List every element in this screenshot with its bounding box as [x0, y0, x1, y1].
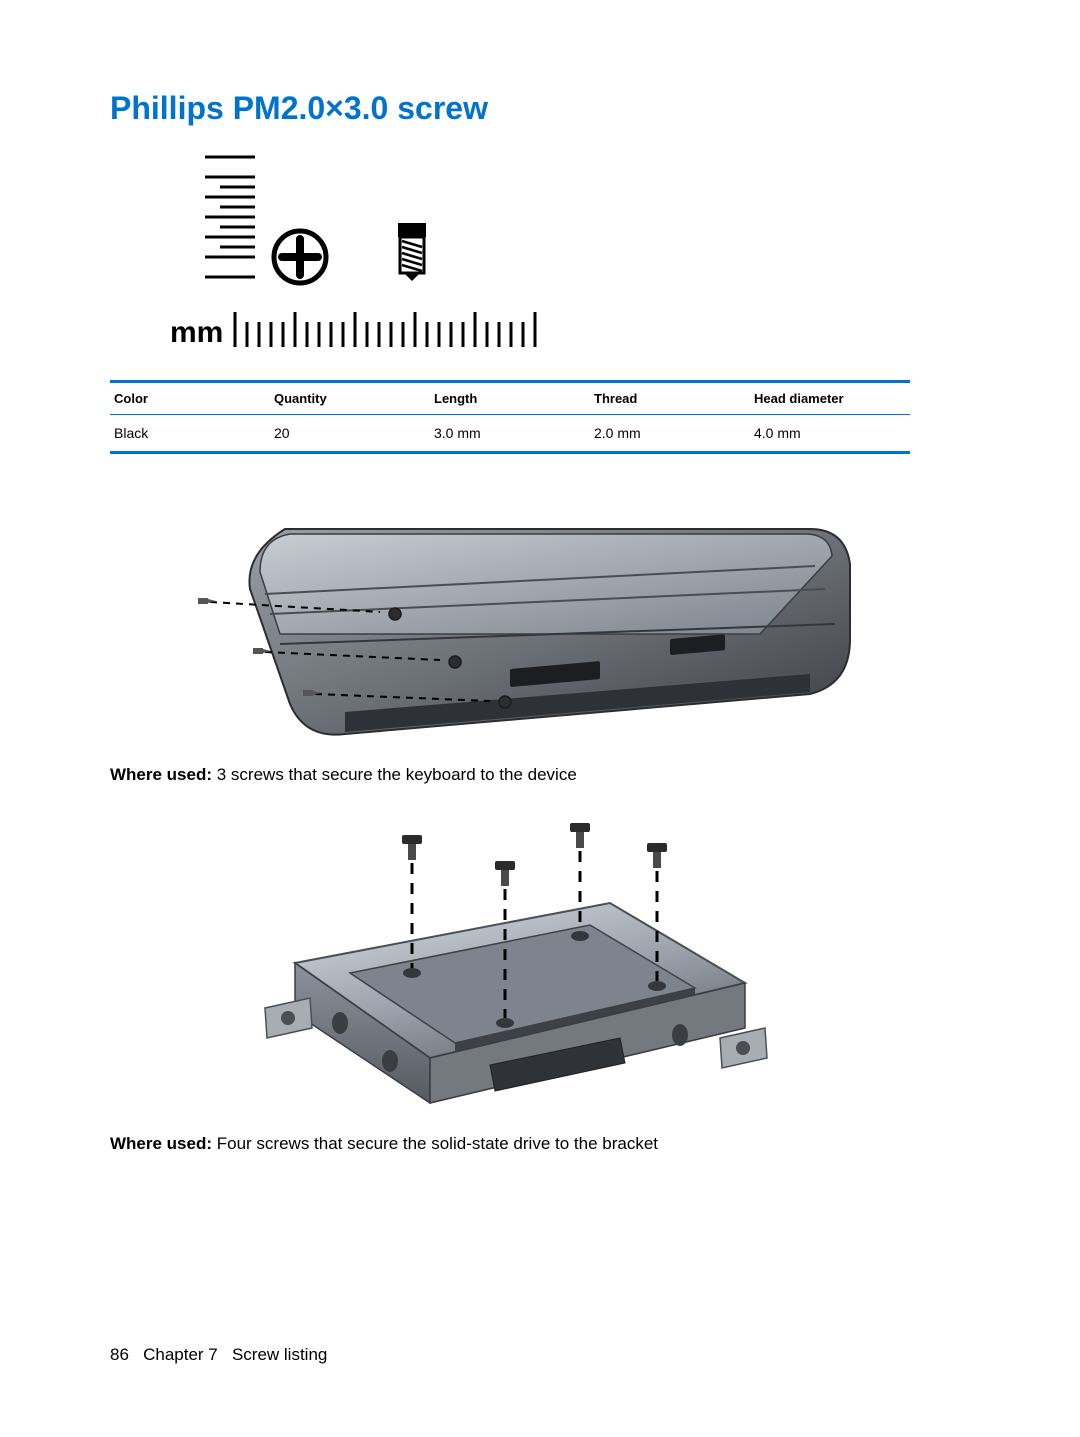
ruler-unit-label: mm: [170, 316, 223, 349]
screw-spec-table: Color Quantity Length Thread Head diamet…: [110, 380, 910, 454]
col-quantity: Quantity: [270, 382, 430, 415]
cell-quantity: 20: [270, 415, 430, 453]
col-head-diameter: Head diameter: [750, 382, 910, 415]
col-color: Color: [110, 382, 270, 415]
screw-ruler-diagram: mm: [170, 147, 990, 362]
chapter-label: Chapter 7: [143, 1345, 218, 1364]
page-footer: 86 Chapter 7 Screw listing: [110, 1345, 327, 1365]
col-length: Length: [430, 382, 590, 415]
page-number: 86: [110, 1345, 129, 1364]
cell-color: Black: [110, 415, 270, 453]
cell-thread: 2.0 mm: [590, 415, 750, 453]
cell-head-diameter: 4.0 mm: [750, 415, 910, 453]
where-used-bracket: Where used: Four screws that secure the …: [110, 1132, 990, 1156]
bracket-screw-diagram: [240, 813, 990, 1118]
col-thread: Thread: [590, 382, 750, 415]
cell-length: 3.0 mm: [430, 415, 590, 453]
keyboard-screw-diagram: [110, 494, 990, 749]
where-used-label: Where used:: [110, 1134, 212, 1153]
where-used-label: Where used:: [110, 765, 212, 784]
table-row: Black 20 3.0 mm 2.0 mm 4.0 mm: [110, 415, 910, 453]
where-used-keyboard: Where used: 3 screws that secure the key…: [110, 763, 990, 787]
table-header-row: Color Quantity Length Thread Head diamet…: [110, 382, 910, 415]
chapter-title: Screw listing: [232, 1345, 327, 1364]
where-used-text: Four screws that secure the solid-state …: [212, 1134, 658, 1153]
where-used-text: 3 screws that secure the keyboard to the…: [212, 765, 577, 784]
page-title: Phillips PM2.0×3.0 screw: [110, 90, 990, 127]
